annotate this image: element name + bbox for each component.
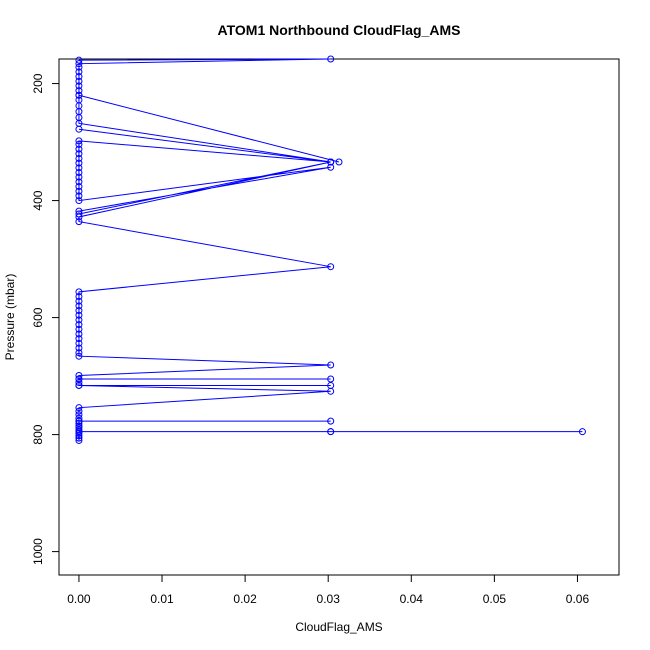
y-tick-label: 600 xyxy=(31,307,45,327)
data-point xyxy=(75,73,83,81)
data-point xyxy=(327,375,335,383)
y-tick-label: 400 xyxy=(31,190,45,210)
y-axis-label: Pressure (mbar) xyxy=(3,274,17,361)
data-point xyxy=(75,60,83,68)
y-axis: 200 400 600 800 1000 xyxy=(31,73,60,565)
data-point xyxy=(75,218,83,226)
x-tick-label: 0.05 xyxy=(483,592,507,606)
data-point xyxy=(75,335,83,343)
data-point xyxy=(75,339,83,347)
data-point xyxy=(75,344,83,352)
data-point xyxy=(75,302,83,310)
series-layer xyxy=(75,55,586,444)
data-point xyxy=(75,150,83,158)
data-point xyxy=(327,263,335,271)
data-point xyxy=(75,311,83,319)
data-point xyxy=(75,68,83,76)
data-point xyxy=(75,436,83,444)
data-point xyxy=(75,137,83,145)
y-tick-label: 800 xyxy=(31,424,45,444)
data-point xyxy=(327,428,335,436)
data-point xyxy=(75,183,83,191)
data-point xyxy=(75,379,83,387)
data-point xyxy=(75,140,83,148)
data-point xyxy=(75,63,83,71)
data-point xyxy=(578,428,586,436)
data-point xyxy=(75,330,83,338)
data-point xyxy=(75,404,83,412)
x-axis: 0.00 0.01 0.02 0.03 0.04 0.05 0.06 xyxy=(67,574,590,606)
data-point xyxy=(75,197,83,205)
data-point xyxy=(75,372,83,379)
x-tick-label: 0.02 xyxy=(233,592,257,606)
data-point xyxy=(75,82,83,90)
x-tick-label: 0.06 xyxy=(566,592,590,606)
data-point xyxy=(75,159,83,167)
data-point xyxy=(75,178,83,186)
data-point xyxy=(75,145,83,153)
y-tick-label: 200 xyxy=(31,73,45,93)
data-point xyxy=(327,361,335,369)
data-point xyxy=(75,288,83,296)
data-point xyxy=(75,352,83,360)
data-point xyxy=(327,417,335,425)
x-tick-label: 0.01 xyxy=(150,592,174,606)
data-point xyxy=(75,91,83,99)
data-point xyxy=(75,210,83,218)
data-point xyxy=(75,87,83,95)
data-point xyxy=(75,297,83,305)
chart-title: ATOM1 Northbound CloudFlag_AMS xyxy=(218,22,461,38)
y-tick-label: 1000 xyxy=(31,538,45,565)
data-point xyxy=(327,158,335,166)
data-point xyxy=(335,158,343,166)
data-point xyxy=(75,325,83,333)
x-tick-label: 0.00 xyxy=(67,592,91,606)
data-point xyxy=(75,77,83,85)
data-point xyxy=(75,422,83,430)
x-axis-label: CloudFlag_AMS xyxy=(295,620,382,634)
data-point xyxy=(75,164,83,172)
data-point xyxy=(327,55,335,63)
data-point xyxy=(75,411,83,419)
data-point xyxy=(75,349,83,357)
data-point xyxy=(75,173,83,181)
data-point xyxy=(327,163,335,171)
data-point xyxy=(75,375,83,383)
data-point xyxy=(75,56,83,64)
data-point xyxy=(75,293,83,301)
data-point xyxy=(75,169,83,176)
plot-frame xyxy=(58,58,620,576)
data-point xyxy=(75,96,83,104)
data-point xyxy=(75,316,83,324)
x-tick-label: 0.03 xyxy=(317,592,341,606)
data-point xyxy=(75,321,83,329)
series-line xyxy=(78,58,583,441)
x-tick-label: 0.04 xyxy=(400,592,424,606)
data-point xyxy=(75,407,83,415)
data-point xyxy=(75,192,83,200)
data-point xyxy=(75,307,83,315)
data-point xyxy=(75,419,83,427)
data-point xyxy=(75,207,83,215)
data-point xyxy=(75,154,83,162)
data-point xyxy=(75,414,83,422)
data-point xyxy=(75,187,83,195)
